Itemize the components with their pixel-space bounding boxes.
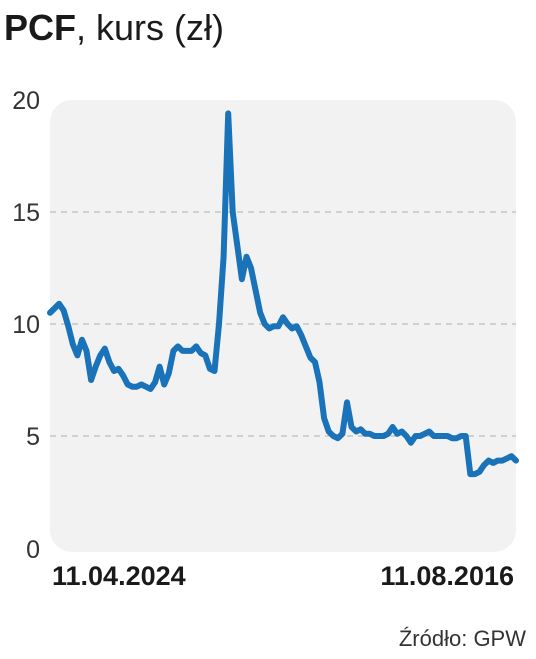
x-tick-label: 11.08.2016 <box>380 561 514 591</box>
chart-title: PCF, kurs (zł) <box>4 8 224 48</box>
chart-title-suffix: , kurs (zł) <box>76 7 224 48</box>
line-chart: 0 5 10 15 20 11.04.2024 11.08.2016 <box>12 87 519 591</box>
y-tick-label: 20 <box>12 87 40 115</box>
series-line <box>47 110 519 478</box>
source-note: Źródło: GPW <box>398 626 526 651</box>
x-tick-label: 11.04.2024 <box>52 561 186 591</box>
plot-background <box>50 100 516 552</box>
y-tick-label: 15 <box>12 199 40 227</box>
y-tick-label: 10 <box>12 311 40 339</box>
y-tick-label: 5 <box>26 423 40 451</box>
chart-title-main: PCF <box>4 7 76 48</box>
y-tick-label: 0 <box>26 536 40 564</box>
